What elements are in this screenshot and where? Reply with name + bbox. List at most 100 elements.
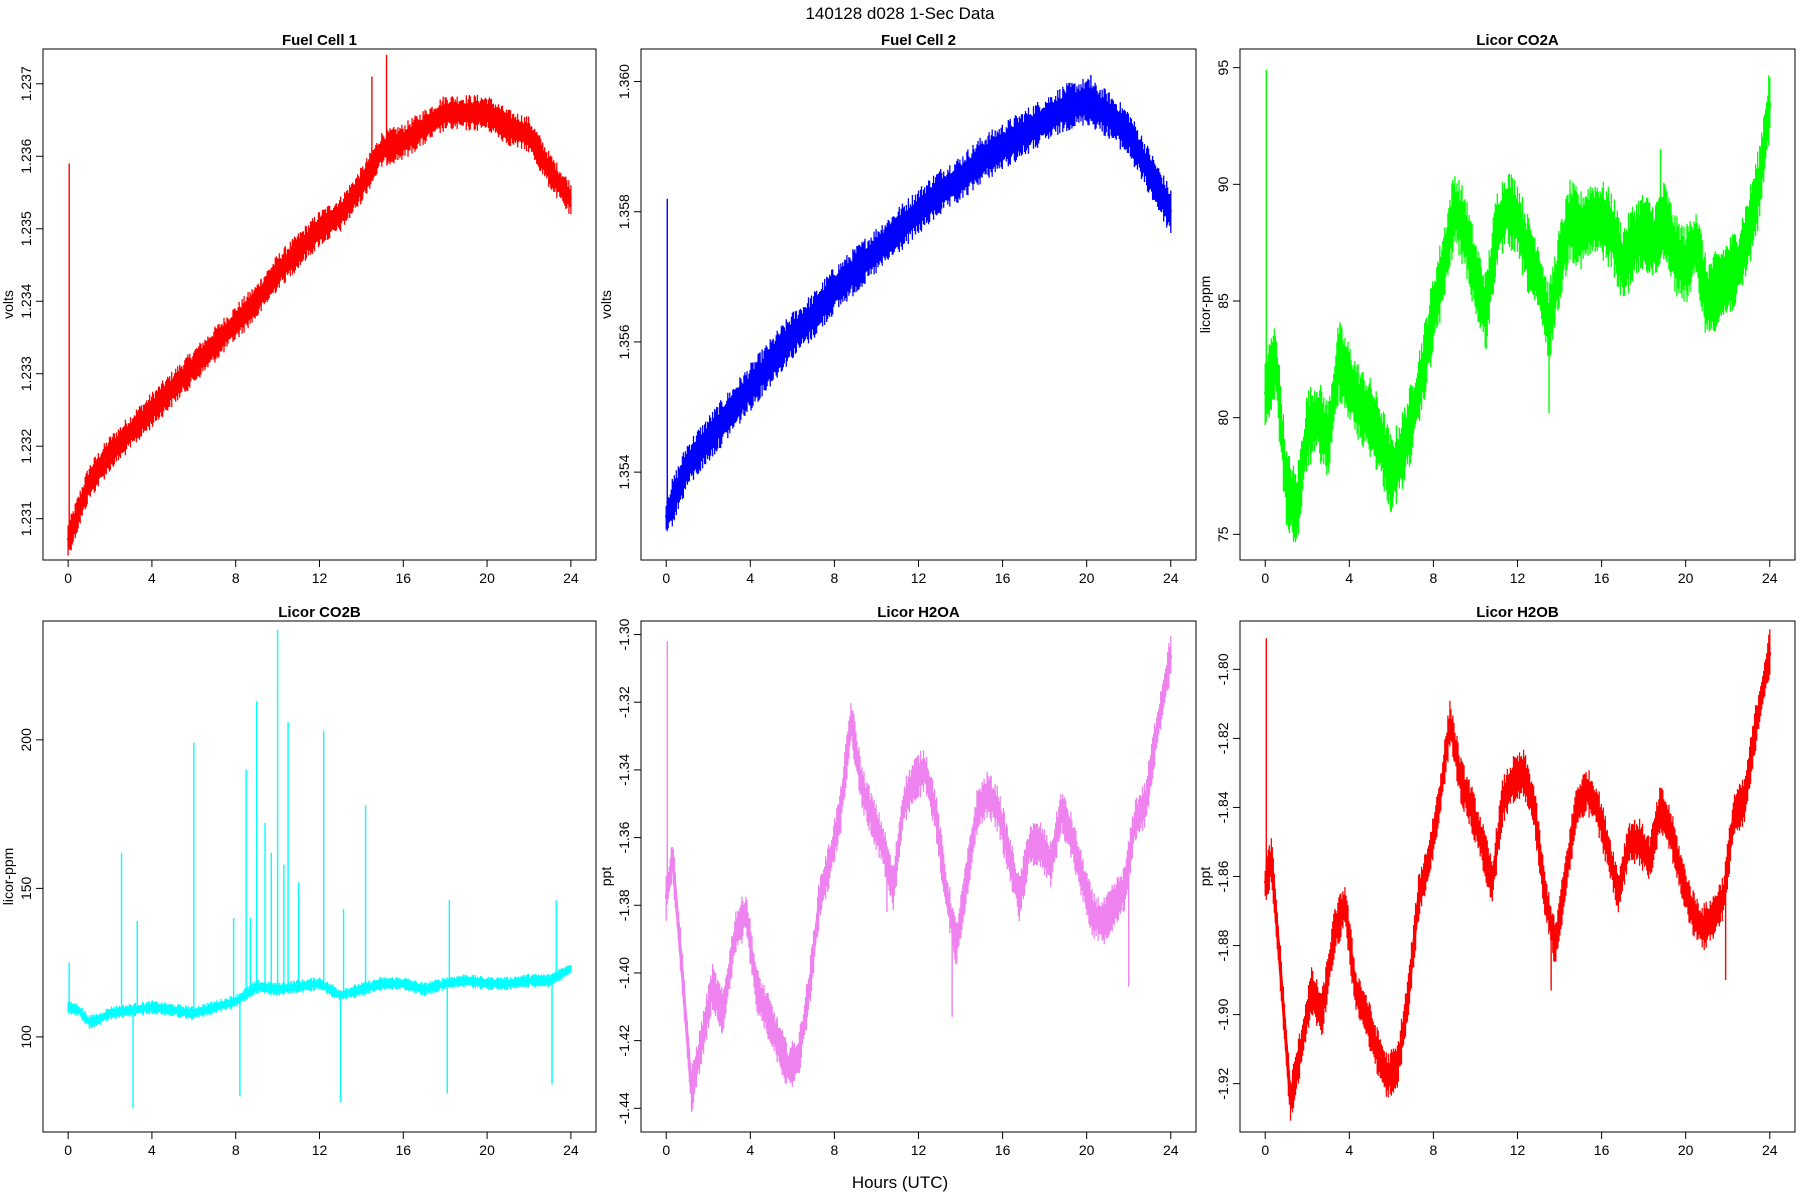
x-tick-label: 4 xyxy=(746,570,754,586)
y-tick-label: -1.32 xyxy=(616,686,632,718)
panel-3: Licor CO2A licor-ppm 0 4 8 12 16 20 24 75 80 85 90 95 xyxy=(1197,32,1796,586)
x-tick-label: 12 xyxy=(312,570,328,586)
panel-4: Licor CO2B licor-ppm 0 4 8 12 16 20 24 100 150 200 xyxy=(0,604,597,1158)
y-tick-label: 95 xyxy=(1215,60,1231,76)
x-tick-label: 12 xyxy=(1510,570,1526,586)
y-axis-label: volts xyxy=(0,290,16,319)
x-tick-label: 20 xyxy=(1079,570,1095,586)
panel-1: Fuel Cell 1 volts 0 4 8 12 16 20 24 1.231 1.232 1.2… xyxy=(0,32,597,586)
plot-frame xyxy=(640,620,1197,1133)
x-tick-label: 8 xyxy=(831,570,839,586)
y-tick-label: -1.36 xyxy=(616,821,632,853)
x-tick-label: 16 xyxy=(995,1142,1011,1158)
x-tick-label: 0 xyxy=(64,1142,72,1158)
series-line xyxy=(1263,651,1772,1102)
x-tick-label: 12 xyxy=(312,1142,328,1158)
series-band xyxy=(1264,75,1771,543)
series-line xyxy=(664,654,1173,1092)
x-tick-label: 0 xyxy=(64,570,72,586)
x-tick-label: 24 xyxy=(1762,1142,1778,1158)
y-tick-label: 80 xyxy=(1215,410,1231,426)
y-tick-label: 90 xyxy=(1215,176,1231,192)
x-tick-label: 8 xyxy=(232,1142,240,1158)
y-tick-label: 1.233 xyxy=(18,356,34,391)
y-tick-label: -1.84 xyxy=(1215,791,1231,823)
y-tick-label: -1.90 xyxy=(1215,998,1231,1030)
y-tick-label: -1.82 xyxy=(1215,722,1231,754)
y-tick-label: 200 xyxy=(18,728,34,752)
y-axis-label: licor-ppm xyxy=(0,848,16,906)
x-tick-label: 0 xyxy=(1261,1142,1269,1158)
series-band xyxy=(67,965,572,1029)
x-tick-label: 12 xyxy=(1510,1142,1526,1158)
series-line xyxy=(664,99,1173,519)
x-tick-label: 24 xyxy=(1163,570,1179,586)
panel-title: Licor H2OA xyxy=(877,604,960,621)
x-tick-label: 20 xyxy=(1079,1142,1095,1158)
y-tick-label: 1.358 xyxy=(616,194,632,229)
x-tick-label: 24 xyxy=(1762,570,1778,586)
x-tick-label: 12 xyxy=(911,1142,927,1158)
x-tick-label: 0 xyxy=(662,1142,670,1158)
panel-2: Fuel Cell 2 volts 0 4 8 12 16 20 24 1.354 1.356 1.3… xyxy=(598,32,1197,586)
series-band xyxy=(665,636,1172,1112)
series-band xyxy=(665,78,1172,532)
x-tick-label: 24 xyxy=(563,1142,579,1158)
panel-title: Licor CO2B xyxy=(278,604,361,621)
x-tick-label: 12 xyxy=(911,570,927,586)
x-tick-label: 20 xyxy=(1678,570,1694,586)
y-tick-label: 1.232 xyxy=(18,428,34,463)
series-band xyxy=(1264,629,1771,1121)
y-axis-label: ppt xyxy=(1197,867,1213,887)
y-tick-label: -1.34 xyxy=(616,754,632,786)
y-axis-label: volts xyxy=(598,290,614,319)
x-tick-label: 8 xyxy=(831,1142,839,1158)
series-line xyxy=(66,111,573,541)
y-axis-label: ppt xyxy=(598,867,614,887)
x-tick-label: 16 xyxy=(395,1142,411,1158)
figure-title: 140128 d028 1-Sec Data xyxy=(805,4,995,23)
x-tick-label: 8 xyxy=(1430,570,1438,586)
y-tick-label: 85 xyxy=(1215,293,1231,309)
y-tick-label: -1.30 xyxy=(616,618,632,650)
x-tick-label: 20 xyxy=(1678,1142,1694,1158)
x-tick-label: 4 xyxy=(1345,570,1353,586)
y-tick-label: -1.38 xyxy=(616,889,632,921)
x-tick-label: 4 xyxy=(746,1142,754,1158)
x-tick-label: 20 xyxy=(479,570,495,586)
x-tick-label: 16 xyxy=(395,570,411,586)
panel-5: Licor H2OA ppt 0 4 8 12 16 20 24 -1.44 -1.42 -1.40 -… xyxy=(598,604,1197,1158)
y-tick-label: 1.235 xyxy=(18,211,34,246)
y-tick-label: 1.237 xyxy=(18,66,34,101)
panels-container: Fuel Cell 1 volts 0 4 8 12 16 20 24 1.231 1.232 1.2… xyxy=(0,32,1796,1158)
x-tick-label: 4 xyxy=(1345,1142,1353,1158)
y-tick-label: 75 xyxy=(1215,526,1231,542)
panel-6: Licor H2OB ppt 0 4 8 12 16 20 24 -1.92 -1.90 -1.88 -… xyxy=(1197,604,1796,1158)
y-tick-label: 1.356 xyxy=(616,324,632,359)
panel-title: Licor H2OB xyxy=(1476,604,1559,621)
panel-title: Fuel Cell 2 xyxy=(881,32,956,49)
x-tick-label: 0 xyxy=(662,570,670,586)
y-tick-label: 1.354 xyxy=(616,454,632,489)
series-line xyxy=(1263,102,1772,517)
panel-title: Fuel Cell 1 xyxy=(282,32,357,49)
x-tick-label: 4 xyxy=(148,570,156,586)
x-tick-label: 16 xyxy=(1594,570,1610,586)
x-tick-label: 8 xyxy=(1430,1142,1438,1158)
y-tick-label: 150 xyxy=(18,876,34,900)
x-tick-label: 8 xyxy=(232,570,240,586)
common-x-label: Hours (UTC) xyxy=(852,1173,948,1192)
x-tick-label: 0 xyxy=(1261,570,1269,586)
y-tick-label: -1.92 xyxy=(1215,1067,1231,1099)
plot-frame xyxy=(42,620,597,1133)
x-tick-label: 20 xyxy=(479,1142,495,1158)
y-tick-label: -1.42 xyxy=(616,1024,632,1056)
y-tick-label: -1.88 xyxy=(1215,929,1231,961)
x-tick-label: 24 xyxy=(563,570,579,586)
y-tick-label: 1.234 xyxy=(18,284,34,319)
x-tick-label: 4 xyxy=(148,1142,156,1158)
y-tick-label: -1.80 xyxy=(1215,653,1231,685)
y-tick-label: 1.236 xyxy=(18,139,34,174)
x-tick-label: 16 xyxy=(1594,1142,1610,1158)
